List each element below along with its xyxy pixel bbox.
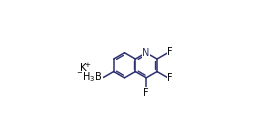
Text: F: F: [168, 47, 173, 57]
Text: K: K: [80, 63, 87, 73]
Text: N: N: [142, 48, 150, 58]
Text: $^{-}$H$_3$B: $^{-}$H$_3$B: [77, 70, 103, 84]
Text: F: F: [143, 88, 149, 98]
Text: +: +: [84, 62, 90, 68]
Text: F: F: [168, 73, 173, 83]
